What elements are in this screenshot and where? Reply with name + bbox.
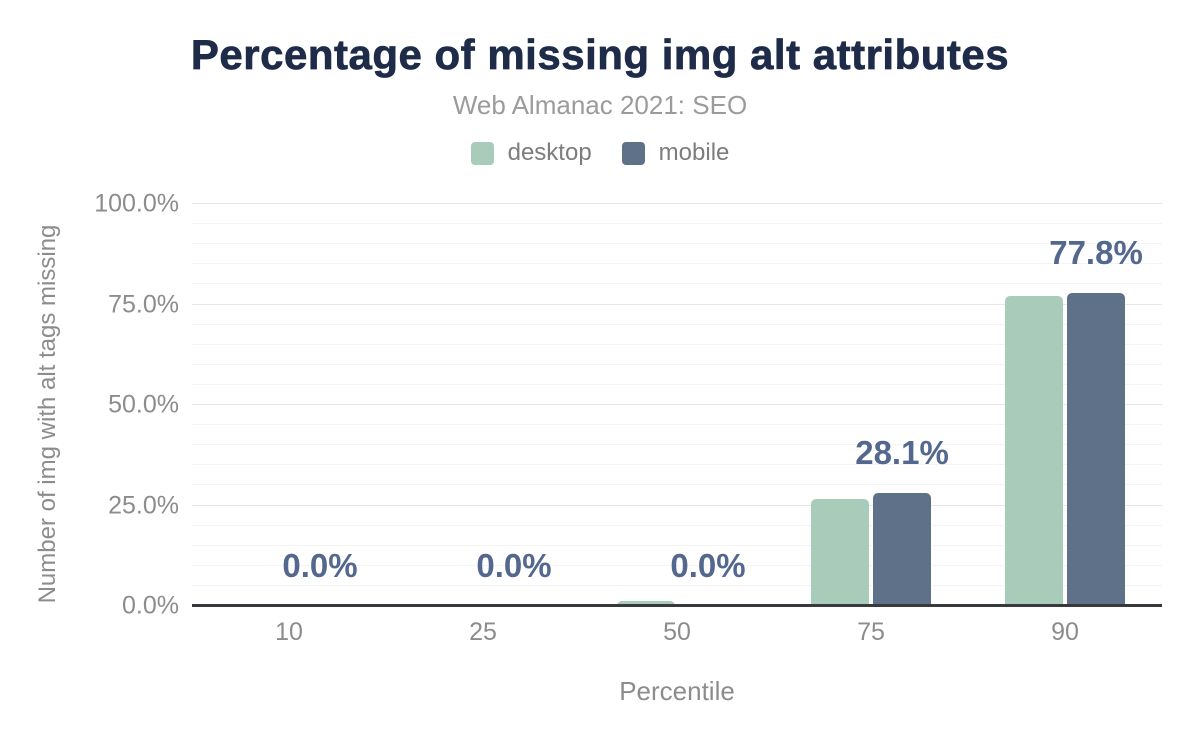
bar-group-p75: 28.1% 75 [774, 204, 968, 645]
bar-group-p90: 77.8% 90 [968, 204, 1162, 645]
gridline-major [192, 203, 1162, 204]
x-tick-label: 75 [857, 618, 885, 646]
gridline-minor [192, 383, 1162, 385]
gridline-minor [192, 584, 1162, 586]
x-axis-line [192, 604, 1162, 607]
legend: desktop mobile [0, 141, 1200, 165]
bar-value-label: 0.0% [670, 547, 746, 584]
legend-swatch-desktop [470, 141, 494, 165]
y-tick-label: 50.0% [108, 390, 179, 419]
chart-subtitle: Web Almanac 2021: SEO [452, 90, 748, 120]
bar-group-p50: 0.0% 50 [580, 204, 774, 645]
x-tick-label: 10 [275, 618, 303, 646]
x-tick-label: 25 [469, 618, 497, 646]
gridline-minor [192, 424, 1162, 426]
gridline-minor [192, 323, 1162, 325]
x-tick-label: 50 [663, 618, 691, 646]
gridline-minor [192, 283, 1162, 285]
bar-mobile-p90[interactable] [1067, 293, 1125, 606]
plot-area: 0.0% 25.0% 50.0% 75.0% 100.0% 0.0% 10 0.0% 25 0.… [94, 191, 1162, 645]
bar-desktop-p50[interactable] [617, 601, 675, 606]
bar-group-p25: 0.0% 25 [386, 204, 580, 645]
y-tick-label: 75.0% [108, 290, 179, 318]
y-tick-label: 25.0% [108, 491, 179, 519]
x-axis-title: Percentile [619, 676, 735, 706]
gridline-minor [192, 524, 1162, 526]
gridline-minor [192, 243, 1162, 245]
bar-value-label: 0.0% [476, 547, 552, 584]
gridline-minor [192, 343, 1162, 345]
bar-groups: 0.0% 10 0.0% 25 0.0% 50 28.1% 75 77.8% 90 [192, 204, 1162, 645]
gridline-minor [192, 263, 1162, 265]
legend-item-label: mobile [658, 139, 730, 166]
chart-title: Percentage of missing img alt attributes [190, 31, 1010, 78]
bar-value-label: 77.8% [1049, 234, 1143, 272]
bar-desktop-p75[interactable] [811, 499, 869, 606]
y-axis-title: Number of img with alt tags missing [34, 224, 61, 604]
gridline-minor [192, 544, 1162, 546]
bar-value-label: 28.1% [855, 434, 949, 472]
x-tick-label: 90 [1051, 618, 1079, 646]
gridline-minor [192, 564, 1162, 566]
gridline-minor [192, 464, 1162, 466]
y-tick-label: 0.0% [122, 591, 179, 620]
legend-swatch-mobile [621, 141, 645, 165]
bar-desktop-p90[interactable] [1005, 296, 1063, 606]
legend-item-mobile[interactable]: mobile [621, 139, 730, 166]
gridline-minor [192, 363, 1162, 365]
y-tick-label: 100.0% [94, 189, 179, 218]
bar-mobile-p75[interactable] [873, 493, 931, 606]
bar-value-label: 0.0% [282, 547, 358, 584]
gridline-major [192, 504, 1162, 506]
gridline-major [192, 303, 1162, 305]
legend-item-label: desktop [507, 139, 592, 166]
legend-item-desktop[interactable]: desktop [470, 139, 592, 166]
gridline-minor [192, 444, 1162, 446]
gridline-minor [192, 484, 1162, 486]
y-axis-ticks: 0.0% 25.0% 50.0% 75.0% 100.0% [94, 191, 1162, 618]
bar-group-p10: 0.0% 10 [192, 204, 386, 645]
gridline-minor [192, 223, 1162, 225]
gridline-major [192, 404, 1162, 405]
